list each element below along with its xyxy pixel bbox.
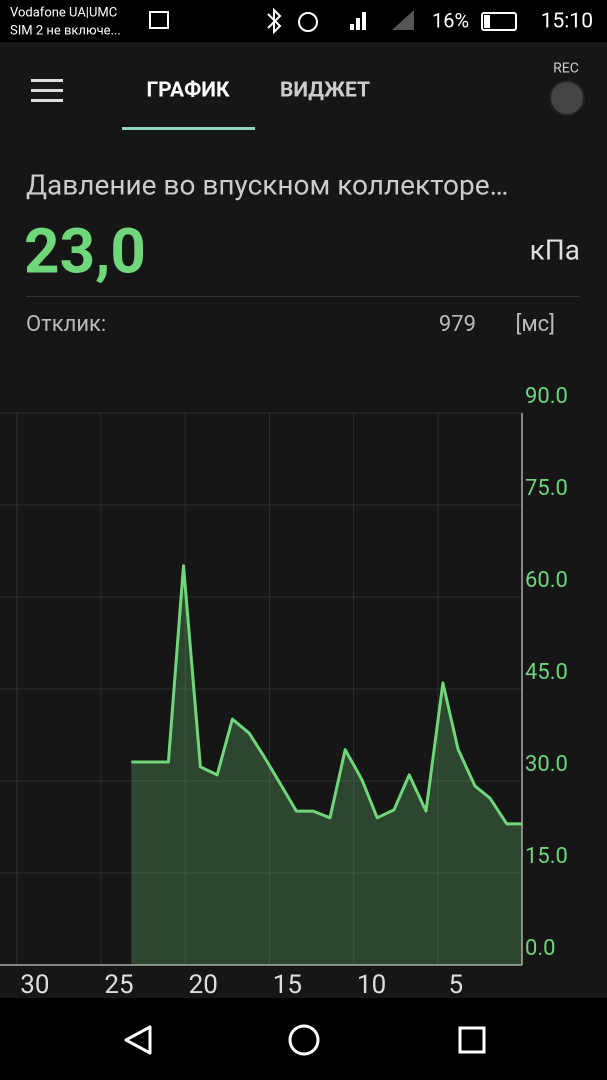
home-button[interactable]: [288, 1024, 320, 1056]
y-tick-label: 15.0: [525, 844, 568, 869]
response-unit: [мс]: [516, 312, 556, 337]
y-tick-label: 75.0: [525, 476, 568, 501]
tab-indicator: [122, 127, 255, 130]
alarm-icon: [298, 12, 318, 32]
chart: 0.0 15.0 30.0 45.0 60.0 75.0 90.0 30 25 20 15 10 5: [0, 384, 568, 1000]
rec-button[interactable]: [549, 80, 585, 116]
tab[interactable]: ГРАФИК: [146, 79, 229, 103]
x-tick-label: 30: [20, 970, 49, 1000]
sensor-value: 23,0: [24, 215, 146, 288]
nav-bar: [0, 998, 607, 1080]
status-bar: [0, 0, 607, 42]
sim2: SIM 2 не включе...: [10, 23, 121, 38]
back-button[interactable]: [124, 1025, 152, 1055]
battery-percent: 16%: [432, 8, 469, 32]
x-tick-label: 25: [104, 970, 133, 1000]
x-tick-label: 10: [357, 970, 386, 1000]
menu-bar: [31, 99, 63, 102]
y-tick-label: 30.0: [525, 752, 568, 777]
battery-level: [484, 15, 490, 28]
image-icon: [149, 11, 169, 29]
y-tick-label: 90.0: [525, 384, 568, 409]
separator: [26, 296, 580, 297]
clock: 15:10: [541, 10, 593, 34]
response-label: Отклик:: [26, 312, 106, 337]
sensor-unit: кПа: [530, 233, 580, 266]
y-tick-label: 45.0: [525, 660, 568, 685]
menu-button[interactable]: [31, 79, 63, 102]
menu-bar: [31, 79, 63, 82]
x-tick-label: 20: [189, 970, 218, 1000]
y-tick-label: 0.0: [525, 936, 556, 961]
bluetooth-icon: [267, 7, 282, 35]
rec-label: REC: [553, 61, 579, 77]
signal2-icon: [392, 10, 414, 30]
x-tick-label: 5: [448, 970, 463, 1000]
carrier: Vodafone UA|UMC: [10, 5, 117, 20]
line: [131, 564, 522, 826]
response-value: 979: [439, 312, 476, 337]
y-tick-label: 60.0: [525, 568, 568, 593]
signal-icon: [350, 12, 366, 30]
menu-bar: [31, 89, 63, 92]
tab[interactable]: ВИДЖЕТ: [280, 79, 370, 103]
battery-icon: [481, 12, 517, 31]
recents-button[interactable]: [458, 1026, 486, 1054]
sensor-name: Давление во впускном коллекторе…: [26, 168, 508, 201]
x-tick-label: 15: [273, 970, 302, 1000]
area: [131, 565, 523, 965]
